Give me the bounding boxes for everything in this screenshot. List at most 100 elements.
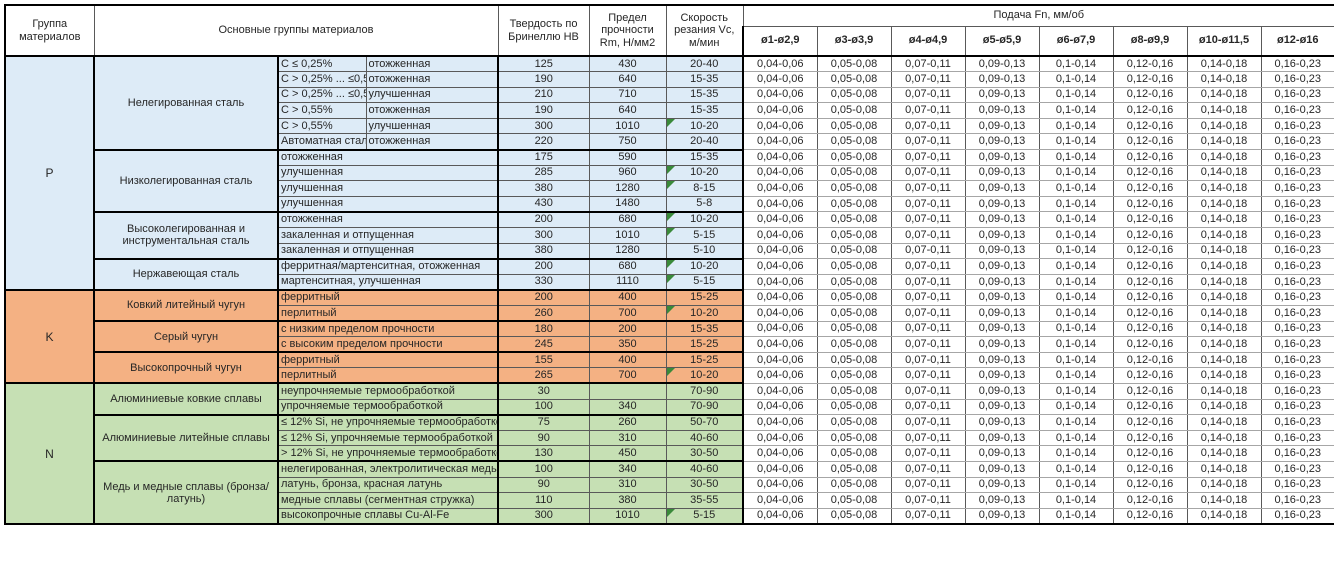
detail-state-cell: латунь, бронза, красная латунь: [277, 476, 499, 494]
feed-value-cell: 0,09-0,13: [964, 460, 1040, 478]
feed-value-cell: 0,16-0,23: [1260, 305, 1334, 322]
feed-value-cell: 0,05-0,08: [816, 382, 892, 400]
detail-composition-cell: C > 0,55%: [277, 102, 367, 119]
feed-value-cell: 0,04-0,06: [742, 71, 818, 88]
feed-value-cell: 0,1-0,14: [1038, 133, 1114, 151]
feed-value-cell: 0,16-0,23: [1260, 195, 1334, 213]
hb-value-cell: 155: [497, 351, 590, 369]
feed-value-cell: 0,09-0,13: [964, 55, 1040, 73]
feed-value-cell: 0,05-0,08: [816, 460, 892, 478]
feed-value-cell: 0,1-0,14: [1038, 289, 1114, 306]
feed-value-cell: 0,1-0,14: [1038, 149, 1114, 166]
comment-marker-icon: [667, 509, 675, 517]
detail-state-cell: улучшенная: [365, 117, 499, 135]
feed-value-cell: 0,16-0,23: [1260, 445, 1334, 462]
hb-value-cell: 90: [497, 429, 590, 447]
comment-marker-icon: [667, 306, 675, 314]
material-row: улучшенная 380 1280 8-15 0,04-0,06 0,05-0,08 0…: [5, 180, 1334, 197]
feed-value-cell: 0,04-0,06: [742, 476, 818, 494]
feed-value-cell: 0,09-0,13: [964, 367, 1040, 384]
rm-value-cell: 350: [588, 336, 667, 354]
feed-value-cell: 0,05-0,08: [816, 305, 892, 322]
feed-value-cell: 0,05-0,08: [816, 195, 892, 213]
feed-value-cell: 0,14-0,18: [1186, 336, 1262, 353]
feed-value-cell: 0,04-0,06: [742, 367, 818, 384]
feed-value-cell: 0,09-0,13: [964, 86, 1040, 104]
feed-value-cell: 0,09-0,13: [964, 351, 1040, 369]
feed-value-cell: 0,05-0,08: [816, 211, 892, 229]
comment-marker-icon: [667, 119, 675, 127]
feed-value-cell: 0,05-0,08: [816, 507, 892, 525]
hb-value-cell: 380: [497, 242, 590, 260]
hb-value-cell: 330: [497, 273, 590, 291]
material-row: улучшенная 430 1480 5-8 0,04-0,06 0,05-0,08 0,…: [5, 195, 1334, 213]
feed-value-cell: 0,16-0,23: [1260, 258, 1334, 275]
vc-value-cell: 10-20: [665, 305, 744, 323]
rm-value-cell: 380: [588, 492, 667, 509]
feed-value-cell: 0,14-0,18: [1186, 445, 1262, 462]
feed-value-cell: 0,12-0,16: [1112, 102, 1188, 119]
feed-value-cell: 0,05-0,08: [816, 258, 892, 275]
material-row: C > 0,55% улучшенная 300 1010 10-20 0,04-0,06…: [5, 117, 1334, 135]
feed-value-cell: 0,04-0,06: [742, 460, 818, 478]
rm-value-cell: 700: [588, 367, 667, 385]
material-row: Высокопрочный чугун ферритный 155 400 15-25 0…: [5, 351, 1334, 385]
subgroup-name-cell: Алюминиевые литейные сплавы: [93, 414, 279, 463]
cutting-data-table: Группа материалов Основные группы матери…: [4, 4, 1334, 525]
feed-value-cell: 0,14-0,18: [1186, 133, 1262, 151]
feed-value-cell: 0,1-0,14: [1038, 55, 1114, 73]
header-material-group: Группа материалов: [4, 4, 95, 57]
material-row: > 12% Si, не упрочняемые термообработкой…: [5, 445, 1334, 463]
feed-value-cell: 0,09-0,13: [964, 273, 1040, 291]
feed-value-cell: 0,12-0,16: [1112, 460, 1188, 478]
rm-value-cell: 450: [588, 445, 667, 463]
feed-value-cell: 0,14-0,18: [1186, 492, 1262, 509]
detail-composition-cell: C > 0,25% ... ≤0,55%: [277, 71, 367, 88]
vc-value-cell: 30-50: [665, 445, 744, 463]
feed-value-cell: 0,12-0,16: [1112, 414, 1188, 431]
feed-value-cell: 0,07-0,11: [890, 227, 966, 244]
hb-value-cell: 200: [497, 289, 590, 306]
material-row: Медь и медные сплавы (бронза/латунь) неле…: [5, 460, 1334, 525]
feed-value-cell: 0,16-0,23: [1260, 133, 1334, 151]
feed-value-cell: 0,16-0,23: [1260, 273, 1334, 291]
feed-value-cell: 0,04-0,06: [742, 429, 818, 447]
feed-value-cell: 0,14-0,18: [1186, 242, 1262, 260]
feed-value-cell: 0,07-0,11: [890, 320, 966, 338]
vc-value-cell: 20-40: [665, 55, 744, 73]
rm-value-cell: 340: [588, 460, 667, 478]
feed-value-cell: 0,09-0,13: [964, 242, 1040, 260]
feed-value-cell: 0,12-0,16: [1112, 164, 1188, 182]
feed-value-cell: 0,16-0,23: [1260, 367, 1334, 384]
detail-state-cell: отожженная: [277, 211, 499, 229]
header-row-diameters: ø1-ø2,9 ø3-ø3,9 ø4-ø4,9 ø5-ø5,9 ø6-ø7,9 ø8-ø9…: [5, 25, 1334, 57]
comment-marker-icon: [667, 275, 675, 283]
feed-value-cell: 0,12-0,16: [1112, 149, 1188, 166]
feed-value-cell: 0,12-0,16: [1112, 195, 1188, 213]
feed-value-cell: 0,04-0,06: [742, 305, 818, 322]
feed-value-cell: 0,04-0,06: [742, 102, 818, 119]
material-row: K Ковкий литейный чугун ферритный 200 400 15-…: [4, 289, 1334, 385]
feed-value-cell: 0,16-0,23: [1260, 71, 1334, 88]
rm-value-cell: 590: [588, 149, 667, 166]
hb-value-cell: 125: [497, 55, 590, 73]
feed-value-cell: 0,09-0,13: [964, 476, 1040, 494]
feed-value-cell: 0,14-0,18: [1186, 86, 1262, 104]
vc-value-cell: 40-60: [665, 429, 744, 447]
rm-value-cell: 960: [588, 164, 667, 182]
vc-value-cell: 40-60: [665, 460, 744, 478]
material-row: закаленная и отпущенная 380 1280 5-10 0,04-0…: [5, 242, 1334, 260]
detail-composition-cell: C > 0,55%: [277, 117, 367, 135]
feed-value-cell: 0,09-0,13: [964, 195, 1040, 213]
material-row: высокопрочные сплавы Cu-Al-Fe 300 1010 5-15…: [5, 507, 1334, 525]
hb-value-cell: 300: [497, 117, 590, 135]
feed-value-cell: 0,1-0,14: [1038, 476, 1114, 494]
feed-value-cell: 0,07-0,11: [890, 55, 966, 73]
header-diameter-col: ø5-ø5,9: [964, 25, 1040, 57]
feed-value-cell: 0,09-0,13: [964, 71, 1040, 88]
hb-value-cell: 245: [497, 336, 590, 354]
vc-value-cell: 70-90: [665, 382, 744, 400]
vc-value-cell: 5-10: [665, 242, 744, 260]
feed-value-cell: 0,12-0,16: [1112, 211, 1188, 229]
vc-value-cell: 35-55: [665, 492, 744, 509]
